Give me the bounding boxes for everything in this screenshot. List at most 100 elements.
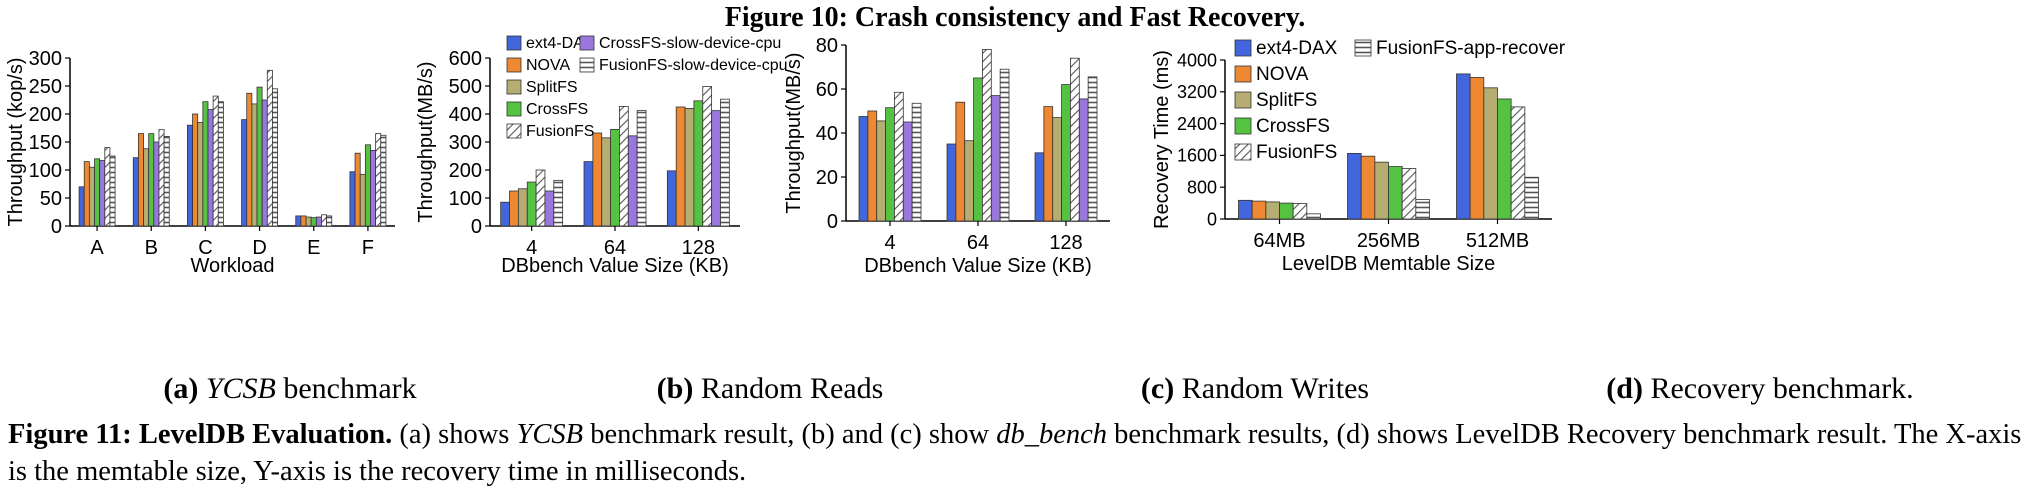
subcaption-d-text: Recovery benchmark. — [1642, 372, 1914, 405]
bar-nova-128 — [675, 106, 686, 227]
legend-label-nova: NOVA — [526, 57, 570, 74]
legend-swatch-crossfs — [506, 101, 522, 117]
caption-text-2: benchmark result, (b) and (c) show — [583, 419, 997, 450]
y-tick-label: 150 — [29, 132, 62, 154]
bar-splitfs-128 — [684, 108, 695, 227]
legend-swatch-crossfs-slow-device-cpu — [579, 35, 595, 51]
bar-crossfs-slow-device-cpu-a — [99, 160, 106, 227]
bar-nova-b — [137, 133, 144, 227]
bar-splitfs-4 — [517, 188, 528, 227]
legend-label-ext4-dax: ext4-DAX — [1256, 38, 1338, 59]
bar-fusionfs-64 — [982, 49, 992, 222]
y-tick-label: 0 — [1207, 209, 1217, 229]
x-tick-label: 256MB — [1357, 230, 1420, 252]
bar-fusionfs-128 — [702, 86, 713, 227]
bar-fusionfs-app-recover-512mb — [1524, 176, 1539, 220]
subcaption-a-italic: YCSB — [205, 372, 276, 405]
figure-caption: Figure 11: LevelDB Evaluation. (a) shows… — [8, 416, 2023, 490]
bar-splitfs-512mb — [1483, 87, 1498, 220]
x-tick-label: 128 — [1049, 232, 1082, 254]
y-axis-label: Throughput(MB/s) — [783, 52, 805, 213]
bar-splitfs-128 — [1052, 117, 1062, 222]
x-tick-label: F — [362, 237, 374, 259]
bar-crossfs-c — [202, 101, 209, 227]
bar-fusionfs-64 — [619, 106, 629, 227]
y-tick-label: 2400 — [1177, 114, 1217, 134]
bar-nova-64 — [955, 101, 966, 222]
x-tick-label: C — [198, 237, 212, 259]
bar-crossfs-128 — [1061, 84, 1071, 222]
bar-nova-64 — [592, 132, 603, 227]
bar-crossfs-512mb — [1497, 98, 1512, 220]
legend-swatch-fusionfs-app-recover — [1354, 39, 1372, 57]
y-tick-label: 80 — [816, 35, 838, 57]
bar-fusionfs-f — [375, 133, 382, 227]
legend-swatch-crossfs — [1234, 117, 1252, 135]
bar-crossfs-slow-device-cpu-f — [370, 149, 377, 227]
y-tick-label: 50 — [40, 188, 62, 210]
x-tick-label: A — [90, 237, 104, 259]
bar-nova-c — [192, 113, 199, 227]
bar-ext4-dax-512mb — [1456, 73, 1471, 220]
bar-fusionfs-slow-device-cpu-c — [217, 101, 224, 227]
legend-swatch-nova — [506, 57, 522, 73]
legend-swatch-ext4-dax — [506, 35, 522, 51]
bar-splitfs-64 — [964, 140, 974, 222]
bar-crossfs-4 — [885, 107, 895, 222]
bar-crossfs-slow-device-cpu-c — [207, 109, 214, 227]
bar-fusionfs-d — [266, 69, 273, 227]
bar-crossfs-slow-device-cpu-64 — [627, 135, 638, 227]
legend-label-fusionfs: FusionFS — [1256, 142, 1337, 163]
y-tick-label: 500 — [449, 76, 482, 98]
bar-ext4-dax-a — [78, 186, 85, 227]
subcaption-c-text: Random Writes — [1174, 372, 1370, 405]
bar-fusionfs-slow-device-cpu-128 — [720, 98, 730, 227]
bar-splitfs-b — [143, 148, 150, 227]
subcaption-a-letter: (a) — [163, 372, 199, 405]
bar-crossfs-64 — [610, 128, 620, 227]
subcaption-b: (b) Random Reads — [600, 372, 940, 406]
bar-fusionfs-slow-device-cpu-e — [326, 215, 333, 227]
bar-nova-e — [300, 215, 307, 227]
subcaption-b-letter: (b) — [656, 372, 694, 405]
legend-swatch-nova — [1234, 65, 1252, 83]
legend-label-ext4-dax: ext4-DAX — [526, 35, 595, 52]
bar-crossfs-slow-device-cpu-4 — [902, 121, 913, 222]
x-axis-label: DBbench Value Size (KB) — [501, 255, 729, 277]
x-axis-label: Workload — [190, 255, 274, 277]
bar-fusionfs-4 — [535, 169, 546, 227]
y-tick-label: 1600 — [1177, 146, 1217, 166]
bar-ext4-dax-f — [349, 171, 356, 227]
x-tick-label: 4 — [884, 232, 895, 254]
bar-fusionfs-b — [158, 129, 165, 227]
subcaption-c-letter: (c) — [1140, 372, 1175, 405]
legend-swatch-splitfs — [1234, 91, 1252, 109]
bar-splitfs-256mb — [1374, 161, 1389, 220]
caption-italic-1: YCSB — [516, 419, 584, 450]
bar-ext4-dax-e — [295, 215, 302, 227]
bar-fusionfs-512mb — [1510, 106, 1526, 220]
y-tick-label: 100 — [449, 188, 482, 210]
bar-splitfs-a — [88, 166, 95, 227]
y-tick-label: 40 — [816, 123, 838, 145]
y-axis-label: Recovery Time (ms) — [1151, 50, 1173, 229]
legend-label-splitfs: SplitFS — [526, 79, 578, 96]
y-tick-label: 0 — [471, 216, 482, 238]
bar-fusionfs-slow-device-cpu-b — [163, 135, 170, 227]
bar-crossfs-slow-device-cpu-128 — [1078, 98, 1089, 222]
bar-fusionfs-slow-device-cpu-d — [272, 88, 278, 227]
x-tick-label: 64 — [604, 237, 626, 259]
bar-fusionfs-slow-device-cpu-4 — [553, 179, 564, 227]
bar-nova-a — [83, 161, 90, 227]
legend-label-crossfs: CrossFS — [1256, 116, 1330, 137]
y-tick-label: 250 — [29, 76, 62, 98]
y-tick-label: 0 — [827, 211, 838, 233]
legend-label-fusionfs-slow-device-cpu: FusionFS-slow-device-cpu — [599, 57, 788, 74]
bar-fusionfs-slow-device-cpu-f — [380, 134, 387, 227]
bar-nova-4 — [509, 190, 519, 227]
bar-ext4-dax-64 — [583, 161, 594, 227]
legend-swatch-splitfs — [506, 79, 522, 95]
legend-label-fusionfs-app-recover: FusionFS-app-recover — [1376, 38, 1566, 59]
bar-crossfs-b — [148, 133, 155, 227]
